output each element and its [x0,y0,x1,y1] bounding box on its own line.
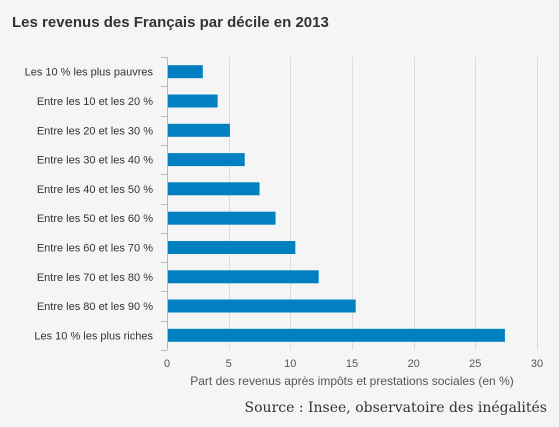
x-tick-label: 0 [164,358,170,370]
bar[interactable] [168,123,230,137]
bar[interactable] [168,328,505,342]
bar[interactable] [168,153,245,167]
x-tick-label: 5 [226,358,232,370]
x-axis-tick-labels: 0 5 10 15 20 25 30 [164,358,543,370]
category-label: Entre les 20 et les 30 % [37,125,153,137]
bar[interactable] [168,182,260,196]
x-tick-label: 20 [408,358,420,370]
category-label: Entre les 60 et les 70 % [37,243,153,255]
category-labels: Les 10 % les plus pauvres Entre les 10 et… [25,67,154,343]
x-tick-label: 30 [531,358,543,370]
chart-title: Les revenus des Français par décile en 2… [12,14,329,31]
category-label: Entre les 30 et les 40 % [37,155,153,167]
y-axis-ticks [161,57,167,351]
x-tick-label: 15 [346,358,358,370]
bar[interactable] [168,94,218,108]
category-label: Les 10 % les plus pauvres [25,67,154,79]
category-label: Entre les 10 et les 20 % [37,96,153,108]
x-tick-label: 10 [284,358,296,370]
bar[interactable] [168,211,276,225]
bar[interactable] [168,65,203,79]
category-label: Entre les 40 et les 50 % [37,184,153,196]
category-label: Entre les 50 et les 60 % [37,213,153,225]
bar[interactable] [168,270,319,284]
category-label: Entre les 70 et les 80 % [37,272,153,284]
category-label: Les 10 % les plus riches [34,330,153,342]
bars [168,65,505,342]
category-label: Entre les 80 et les 90 % [37,301,153,313]
bar[interactable] [168,299,356,313]
source-note: Source : Insee, observatoire des inégali… [244,400,547,416]
bar[interactable] [168,241,296,254]
x-tick-label: 25 [469,358,481,370]
x-axis-title: Part des revenus après impôts et prestat… [190,374,513,388]
